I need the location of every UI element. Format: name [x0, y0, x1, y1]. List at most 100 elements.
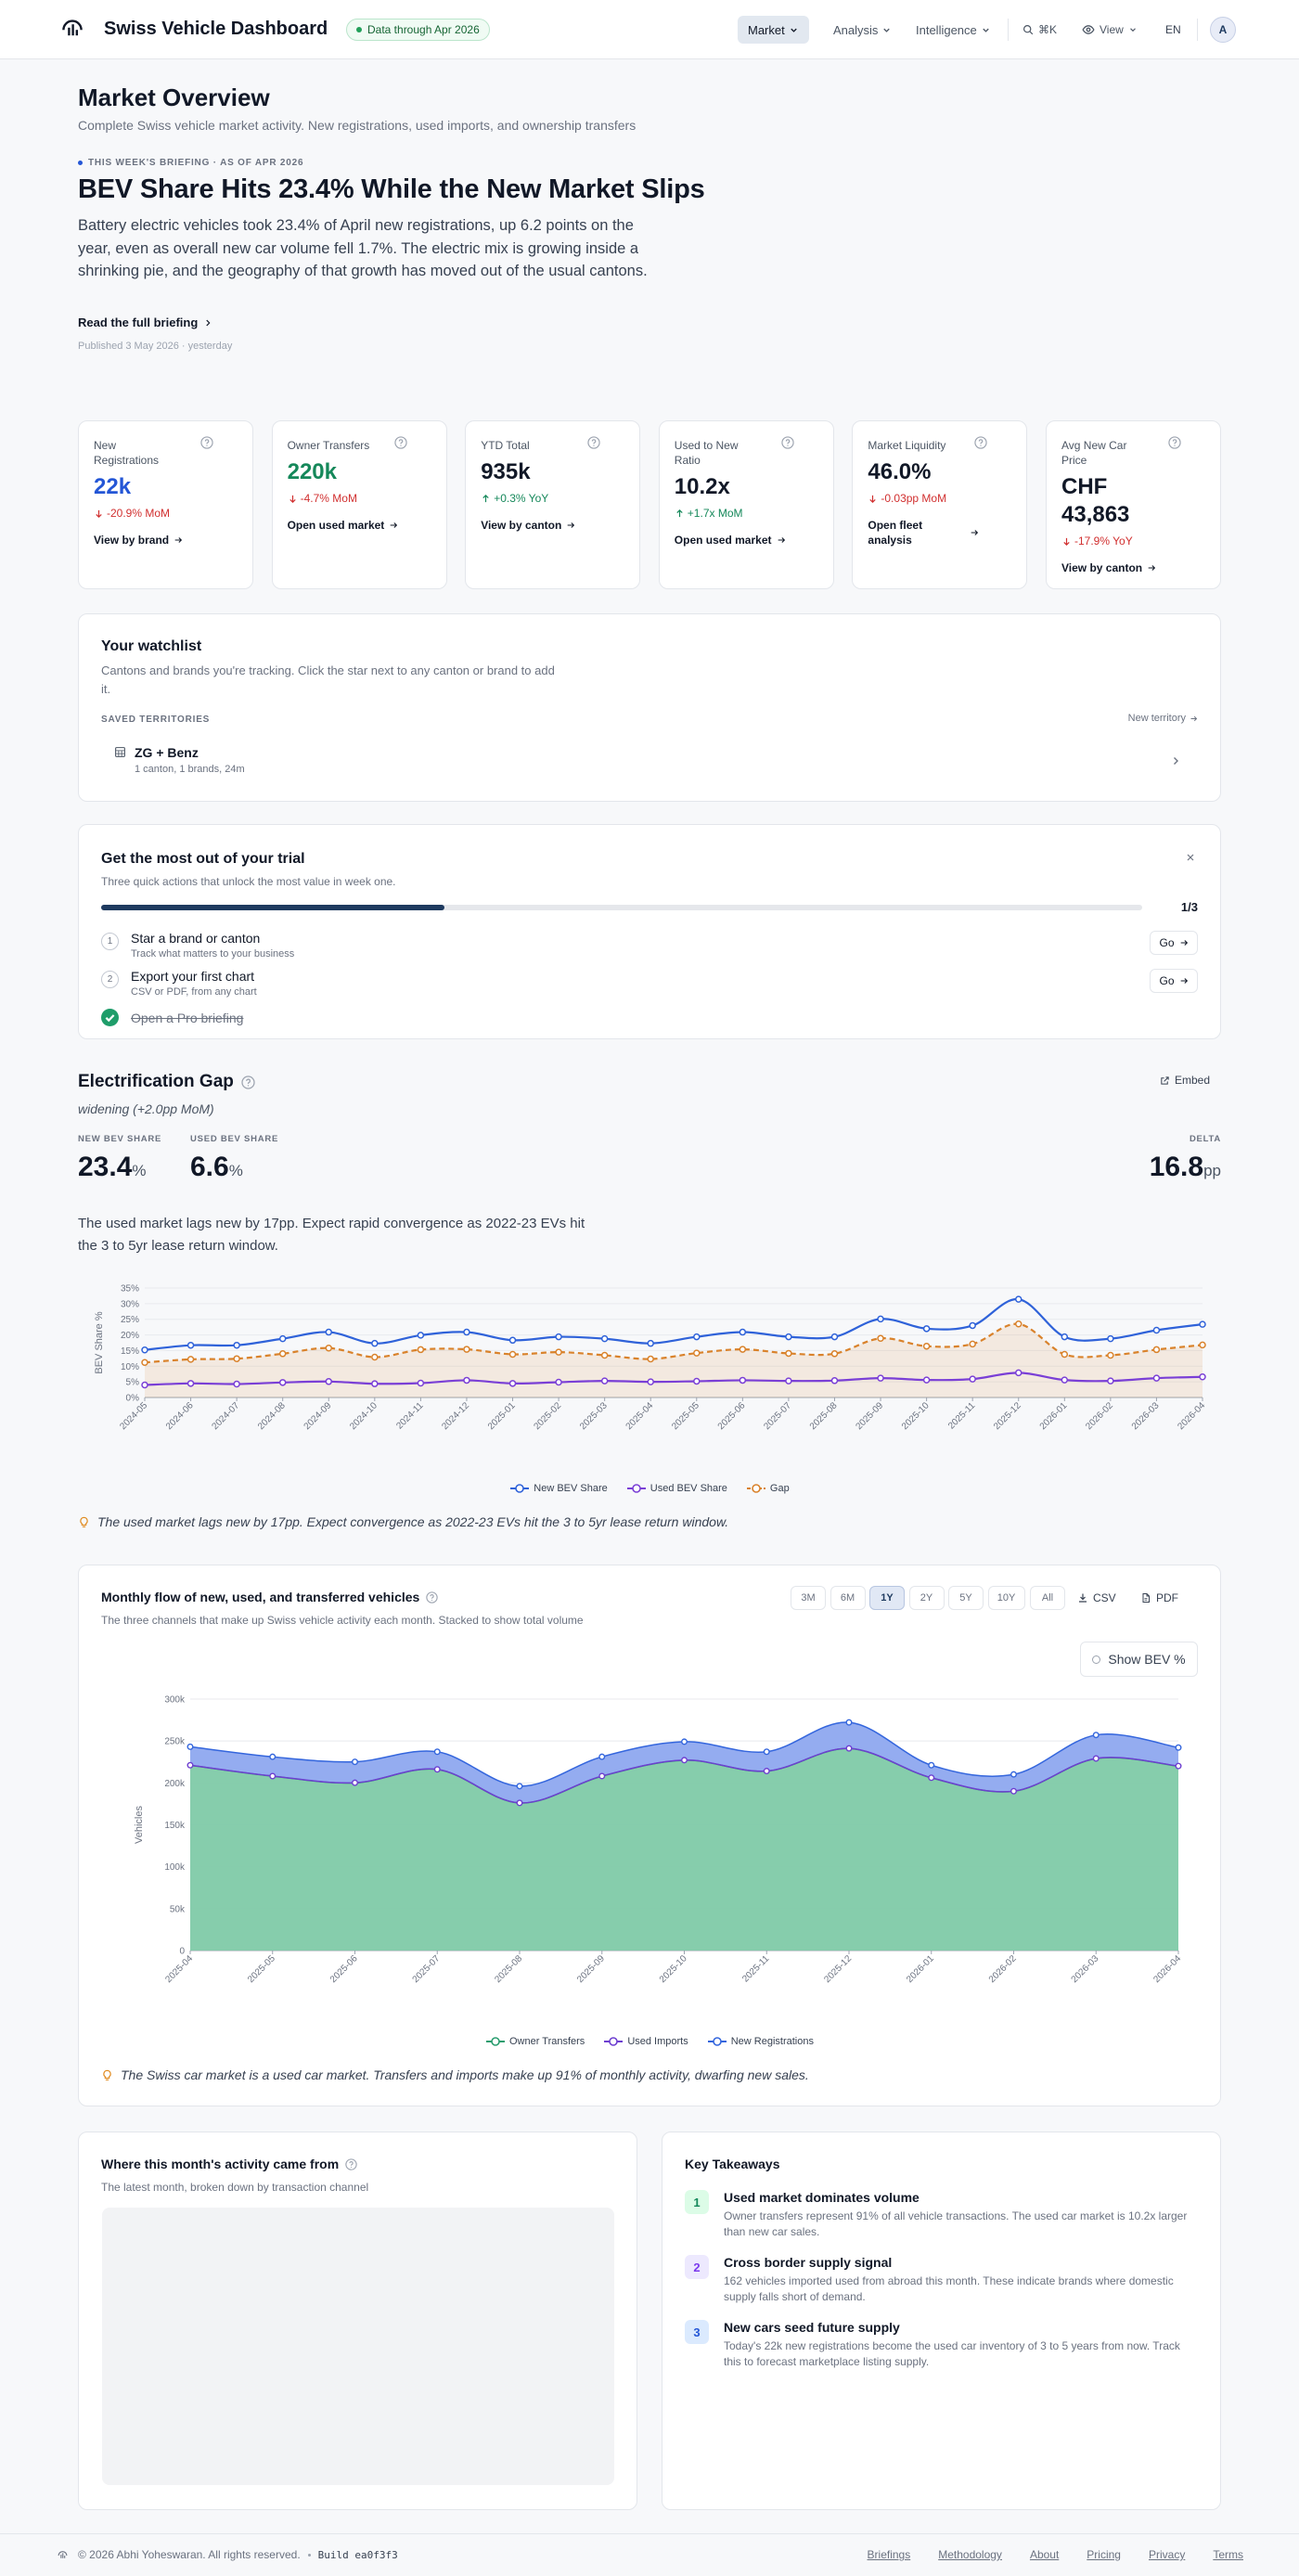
- legend-swatch: [510, 1484, 530, 1493]
- footer-link[interactable]: Pricing: [1087, 2548, 1121, 2561]
- kpi-label: Avg New Car Price: [1061, 439, 1127, 467]
- section-title: Electrification Gap: [78, 1072, 255, 1092]
- kpi-change: -4.7% MoM: [288, 492, 431, 505]
- period-button[interactable]: 1Y: [869, 1586, 905, 1610]
- published-date: Published 3 May 2026 · yesterday: [78, 341, 233, 352]
- legend-item[interactable]: New BEV Share: [509, 1483, 608, 1494]
- go-button[interactable]: Go: [1150, 931, 1198, 955]
- point: [278, 1334, 287, 1343]
- period-button[interactable]: 10Y: [987, 1586, 1025, 1610]
- briefing-headline: BEV Share Hits 23.4% While the New Marke…: [78, 174, 705, 204]
- read-more-text: Read the full briefing: [78, 316, 199, 329]
- icon-arrowUp: [676, 509, 683, 517]
- icon-part: [68, 27, 71, 36]
- legend-item[interactable]: Used BEV Share: [626, 1483, 727, 1494]
- icon-part: [785, 439, 791, 444]
- footer-link[interactable]: Briefings: [867, 2548, 911, 2561]
- kpi-link[interactable]: Open used market: [288, 518, 399, 533]
- icon-part: [778, 537, 785, 543]
- area: [190, 1722, 1178, 1803]
- icon-part: [430, 1593, 434, 1599]
- icon-part: [787, 444, 789, 446]
- point: [877, 1315, 884, 1323]
- icon-arrowRight: [1180, 978, 1188, 984]
- close-button[interactable]: [1185, 851, 1196, 868]
- legend-swatch: [486, 2037, 505, 2046]
- nav-item[interactable]: Intelligence: [906, 16, 1001, 44]
- icon-part: [426, 1591, 439, 1604]
- embed-button[interactable]: Embed: [1160, 1074, 1210, 1087]
- point: [417, 1379, 425, 1387]
- point: [600, 1351, 609, 1359]
- period-button[interactable]: 6M: [830, 1586, 866, 1610]
- footer-link[interactable]: About: [1029, 2548, 1060, 2561]
- icon-question: [241, 1075, 255, 1089]
- nav-item[interactable]: Market: [738, 16, 809, 44]
- read-more-link[interactable]: Read the full briefing: [78, 316, 212, 329]
- icon-question: [426, 1591, 439, 1604]
- icon-arrowRight: [390, 522, 398, 528]
- kpi-link[interactable]: Open fleet analysis: [868, 518, 979, 547]
- kpi-link[interactable]: View by canton: [1061, 560, 1173, 575]
- kpi-card: New Registrations 22k -20.9% MoM View by br…: [78, 420, 253, 589]
- view-menu[interactable]: View: [1082, 16, 1138, 44]
- bev-toggle[interactable]: Show BEV %: [1080, 1642, 1198, 1677]
- legend-item[interactable]: Used Imports: [603, 2036, 688, 2047]
- icon-bulb: [103, 2069, 111, 2080]
- line: [144, 1372, 1203, 1386]
- kpi-link[interactable]: View by brand: [94, 533, 205, 547]
- kpi-change-text: -20.9% MoM: [107, 507, 171, 520]
- metric-label: USED BEV SHARE: [190, 1134, 279, 1144]
- legend-swatch: [604, 2037, 624, 2046]
- point: [371, 1353, 379, 1361]
- footer-link[interactable]: Privacy: [1148, 2548, 1186, 2561]
- search-button[interactable]: ⌘K: [1022, 16, 1057, 44]
- nav-item[interactable]: Analysis: [823, 16, 902, 44]
- icon-part: [398, 439, 403, 444]
- go-button[interactable]: Go: [1150, 969, 1198, 993]
- kpi-link[interactable]: Open used market: [675, 533, 786, 547]
- kpi-card: Used to New Ratio 10.2x +1.7x MoM Open used…: [658, 420, 834, 589]
- footer-link[interactable]: Terms: [1213, 2548, 1243, 2561]
- language[interactable]: EN: [1165, 23, 1181, 36]
- point: [463, 1346, 470, 1353]
- point: [141, 1359, 148, 1366]
- legend-item[interactable]: Gap: [746, 1483, 790, 1494]
- x-tick-label: 2024-05: [118, 1400, 149, 1432]
- y-tick-label: 25%: [121, 1315, 139, 1325]
- x-tick-label: 2025-05: [670, 1400, 701, 1432]
- metric-value: 6.6%: [190, 1152, 278, 1183]
- avatar[interactable]: A: [1210, 17, 1236, 43]
- point: [141, 1381, 148, 1389]
- point: [186, 1743, 194, 1750]
- briefing-label: THIS WEEK'S BRIEFING · AS OF APR 2026: [78, 158, 303, 168]
- metric-number: 6.6: [190, 1152, 229, 1182]
- point: [1092, 1732, 1100, 1739]
- footer-link[interactable]: Methodology: [938, 2548, 1002, 2561]
- legend-item[interactable]: New Registrations: [707, 2036, 814, 2047]
- legend-swatch: [707, 2037, 727, 2046]
- icon-part: [174, 537, 183, 543]
- point: [278, 1379, 287, 1386]
- icon-question: [587, 436, 600, 449]
- x-tick-label: 2025-06: [328, 1953, 360, 1985]
- icon-part: [62, 2553, 64, 2558]
- period-button[interactable]: All: [1030, 1586, 1065, 1610]
- kpi-link[interactable]: View by canton: [481, 518, 592, 533]
- new-territory-link[interactable]: New territory: [1128, 713, 1198, 724]
- flow-card: Monthly flow of new, used, and transferr…: [78, 1565, 1221, 2106]
- point: [969, 1340, 976, 1348]
- territory-item[interactable]: ZG + Benz 1 canton, 1 brands, 24m: [101, 735, 1198, 787]
- period-button[interactable]: 3M: [791, 1586, 826, 1610]
- x-tick-label: 2025-07: [762, 1400, 793, 1432]
- period-button[interactable]: 5Y: [948, 1586, 984, 1610]
- takeaway-title: Used market dominates volume: [724, 2190, 920, 2205]
- trial-card: Get the most out of your trial Three quic…: [78, 824, 1221, 1039]
- legend-item[interactable]: Owner Transfers: [485, 2036, 585, 2047]
- export-button[interactable]: PDF: [1140, 1586, 1178, 1610]
- icon-part: [587, 436, 600, 449]
- icon-part: [1086, 27, 1091, 32]
- export-button[interactable]: CSV: [1077, 1586, 1116, 1610]
- period-button[interactable]: 2Y: [908, 1586, 945, 1610]
